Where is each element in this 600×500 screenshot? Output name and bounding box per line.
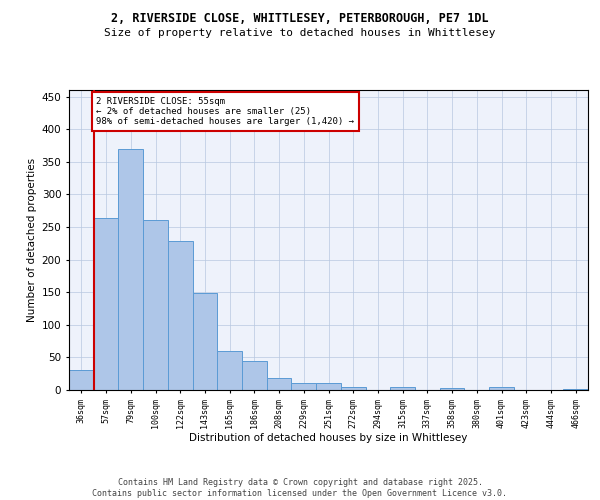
Text: Size of property relative to detached houses in Whittlesey: Size of property relative to detached ho…	[104, 28, 496, 38]
X-axis label: Distribution of detached houses by size in Whittlesey: Distribution of detached houses by size …	[190, 433, 467, 443]
Bar	[292, 383, 316, 390]
Text: 2 RIVERSIDE CLOSE: 55sqm
← 2% of detached houses are smaller (25)
98% of semi-de: 2 RIVERSIDE CLOSE: 55sqm ← 2% of detache…	[96, 96, 354, 126]
Y-axis label: Number of detached properties: Number of detached properties	[28, 158, 37, 322]
Bar	[193, 294, 217, 390]
Text: 2, RIVERSIDE CLOSE, WHITTLESEY, PETERBOROUGH, PE7 1DL: 2, RIVERSIDE CLOSE, WHITTLESEY, PETERBOR…	[111, 12, 489, 26]
Bar	[168, 240, 193, 390]
Bar	[217, 351, 242, 390]
Bar	[267, 378, 292, 390]
Bar	[390, 386, 415, 390]
Bar	[242, 360, 267, 390]
Bar	[316, 384, 341, 390]
Bar	[94, 218, 118, 390]
Bar	[341, 386, 365, 390]
Bar	[118, 150, 143, 390]
Bar	[563, 388, 588, 390]
Bar	[143, 220, 168, 390]
Bar	[489, 388, 514, 390]
Bar	[69, 370, 94, 390]
Text: Contains HM Land Registry data © Crown copyright and database right 2025.
Contai: Contains HM Land Registry data © Crown c…	[92, 478, 508, 498]
Bar	[440, 388, 464, 390]
